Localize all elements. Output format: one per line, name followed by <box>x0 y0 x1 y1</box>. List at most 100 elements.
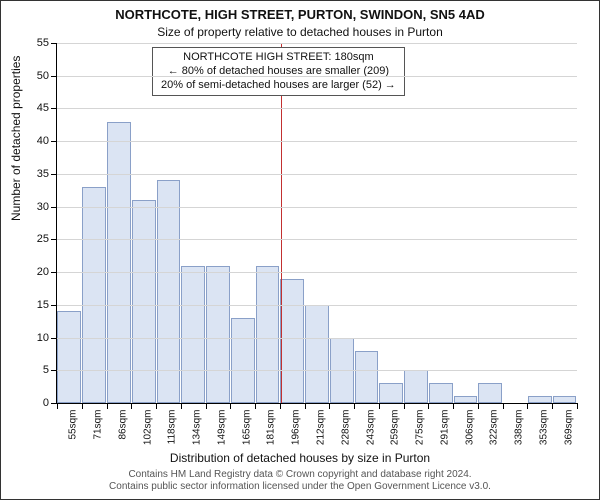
x-tick-label: 134sqm <box>192 410 203 446</box>
x-tick-label: 149sqm <box>216 410 227 446</box>
x-tick <box>404 403 405 409</box>
x-tick <box>255 403 256 409</box>
y-tick-label: 50 <box>37 70 49 82</box>
histogram-bar <box>57 311 81 403</box>
x-tick <box>379 403 380 409</box>
bars-layer <box>57 43 577 403</box>
y-tick <box>51 207 57 208</box>
histogram-bar <box>355 351 379 403</box>
y-tick-label: 15 <box>37 299 49 311</box>
x-tick-label: 291sqm <box>439 410 450 446</box>
x-axis-label: Distribution of detached houses by size … <box>1 451 599 465</box>
y-tick-label: 40 <box>37 135 49 147</box>
histogram-bar <box>429 383 453 403</box>
x-tick <box>552 403 553 409</box>
x-tick-label: 212sqm <box>316 410 327 446</box>
histogram-bar <box>256 266 280 403</box>
gridline <box>57 207 577 208</box>
gridline <box>57 239 577 240</box>
annotation-line-3: 20% of semi-detached houses are larger (… <box>161 79 396 93</box>
y-tick-label: 25 <box>37 233 49 245</box>
gridline <box>57 370 577 371</box>
x-tick <box>577 403 578 409</box>
x-tick <box>478 403 479 409</box>
histogram-bar <box>181 266 205 403</box>
x-tick <box>453 403 454 409</box>
y-tick <box>51 338 57 339</box>
x-tick <box>527 403 528 409</box>
histogram-bar <box>454 396 478 403</box>
gridline <box>57 272 577 273</box>
y-tick-label: 10 <box>37 332 49 344</box>
chart-subtitle: Size of property relative to detached ho… <box>1 25 599 39</box>
gridline <box>57 338 577 339</box>
x-tick <box>354 403 355 409</box>
gridline <box>57 174 577 175</box>
histogram-bar <box>528 396 552 403</box>
y-tick-label: 55 <box>37 37 49 49</box>
y-axis-label: Number of detached properties <box>9 56 23 221</box>
plot-area: NORTHCOTE HIGH STREET: 180sqm ← 80% of d… <box>56 43 577 404</box>
histogram-bar <box>305 305 329 403</box>
x-tick <box>329 403 330 409</box>
x-tick-label: 353sqm <box>538 410 549 446</box>
x-tick <box>206 403 207 409</box>
footnote-line-2: Contains public sector information licen… <box>1 481 599 493</box>
x-tick <box>181 403 182 409</box>
histogram-bar <box>206 266 230 403</box>
x-tick <box>305 403 306 409</box>
x-tick <box>230 403 231 409</box>
histogram-bar <box>132 200 156 403</box>
x-tick-label: 102sqm <box>142 410 153 446</box>
chart-title: NORTHCOTE, HIGH STREET, PURTON, SWINDON,… <box>1 7 599 22</box>
x-tick-label: 306sqm <box>464 410 475 446</box>
y-tick <box>51 108 57 109</box>
gridline <box>57 141 577 142</box>
histogram-bar <box>231 318 255 403</box>
x-tick-label: 55sqm <box>68 410 79 440</box>
x-tick <box>82 403 83 409</box>
x-tick <box>280 403 281 409</box>
x-tick-label: 228sqm <box>340 410 351 446</box>
y-tick <box>51 141 57 142</box>
footnote-line-1: Contains HM Land Registry data © Crown c… <box>1 469 599 481</box>
histogram-bar <box>553 396 577 403</box>
x-tick-label: 165sqm <box>241 410 252 446</box>
y-tick <box>51 305 57 306</box>
gridline <box>57 108 577 109</box>
histogram-bar <box>478 383 502 403</box>
x-tick-label: 322sqm <box>489 410 500 446</box>
y-tick-label: 0 <box>43 397 49 409</box>
x-tick-label: 196sqm <box>291 410 302 446</box>
y-tick-label: 35 <box>37 168 49 180</box>
x-tick <box>156 403 157 409</box>
y-tick <box>51 174 57 175</box>
histogram-bar <box>107 122 131 403</box>
x-tick <box>107 403 108 409</box>
x-tick-label: 369sqm <box>563 410 574 446</box>
y-tick <box>51 370 57 371</box>
y-tick-label: 30 <box>37 201 49 213</box>
y-tick-label: 45 <box>37 102 49 114</box>
x-tick-label: 338sqm <box>514 410 525 446</box>
x-tick <box>428 403 429 409</box>
histogram-bar <box>280 279 304 403</box>
annotation-line-1: NORTHCOTE HIGH STREET: 180sqm <box>161 51 396 65</box>
reference-line <box>281 43 282 403</box>
y-tick <box>51 272 57 273</box>
footnote: Contains HM Land Registry data © Crown c… <box>1 469 599 493</box>
figure: NORTHCOTE, HIGH STREET, PURTON, SWINDON,… <box>0 0 600 500</box>
gridline <box>57 43 577 44</box>
y-tick-label: 5 <box>43 364 49 376</box>
histogram-bar <box>379 383 403 403</box>
x-tick <box>503 403 504 409</box>
x-tick-label: 181sqm <box>266 410 277 446</box>
x-tick-label: 243sqm <box>365 410 376 446</box>
x-tick <box>57 403 58 409</box>
y-tick <box>51 76 57 77</box>
y-tick <box>51 43 57 44</box>
x-tick-label: 259sqm <box>390 410 401 446</box>
annotation-box: NORTHCOTE HIGH STREET: 180sqm ← 80% of d… <box>152 47 405 96</box>
y-tick-label: 20 <box>37 266 49 278</box>
gridline <box>57 305 577 306</box>
